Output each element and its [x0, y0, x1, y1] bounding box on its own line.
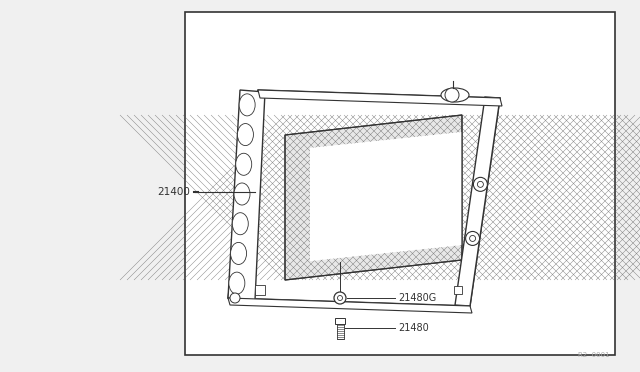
Circle shape: [334, 292, 346, 304]
Bar: [454, 286, 462, 294]
Polygon shape: [310, 132, 462, 261]
Bar: [335, 318, 345, 324]
Text: 21400: 21400: [157, 187, 190, 197]
Polygon shape: [258, 90, 502, 106]
Polygon shape: [228, 90, 265, 300]
Bar: [255, 285, 265, 295]
Text: 21480: 21480: [398, 323, 429, 333]
Ellipse shape: [441, 88, 469, 102]
Ellipse shape: [234, 183, 250, 205]
Polygon shape: [228, 298, 472, 313]
Text: R2  0001: R2 0001: [579, 352, 610, 358]
Ellipse shape: [232, 213, 248, 235]
Circle shape: [470, 235, 476, 241]
Ellipse shape: [237, 124, 253, 145]
Polygon shape: [285, 115, 462, 280]
Text: 21480G: 21480G: [398, 293, 436, 303]
Circle shape: [445, 88, 459, 102]
Ellipse shape: [230, 243, 246, 264]
Circle shape: [474, 177, 488, 191]
Polygon shape: [310, 132, 462, 261]
Circle shape: [466, 231, 479, 246]
Bar: [185, 12, 615, 355]
Ellipse shape: [236, 153, 252, 175]
Ellipse shape: [239, 94, 255, 116]
Ellipse shape: [229, 272, 245, 294]
Circle shape: [477, 182, 483, 187]
Polygon shape: [228, 90, 500, 306]
Circle shape: [230, 293, 240, 303]
Circle shape: [337, 295, 342, 301]
Polygon shape: [455, 97, 500, 306]
